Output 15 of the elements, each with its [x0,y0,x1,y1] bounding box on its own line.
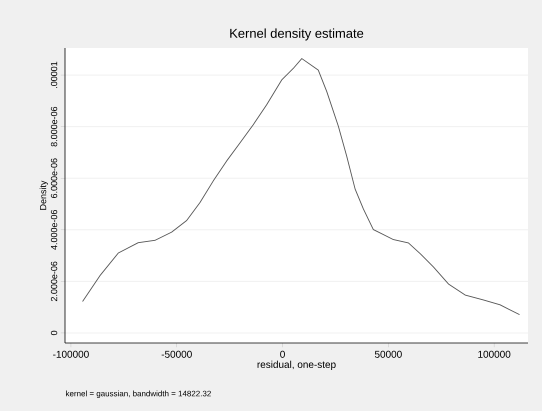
y-tick-label: 6.000e-06 [50,158,58,198]
x-tick-label: 50000 [374,350,402,358]
y-tick-label: 0 [50,330,58,336]
y-tick-label: .00001 [50,62,58,88]
x-tick-label: 100000 [478,350,510,358]
y-axis-title: Density [40,180,48,210]
y-tick-label: 4.000e-06 [50,210,58,250]
y-tick-label: 8.000e-06 [50,106,58,146]
line-series [82,58,520,316]
x-tick-label: 0 [280,350,285,358]
x-tick-label: -50000 [162,350,192,358]
x-tick-label: -100000 [53,350,89,358]
x-axis-title: residual, one-step [258,360,336,370]
y-tick-label: 2.000e-06 [50,262,58,302]
chart-title: Kernel density estimate [230,28,364,40]
